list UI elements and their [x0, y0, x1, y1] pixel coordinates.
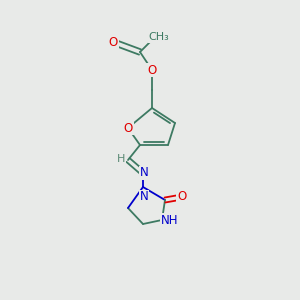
Text: O: O — [108, 35, 118, 49]
Text: O: O — [123, 122, 133, 134]
Text: CH₃: CH₃ — [148, 32, 170, 42]
Text: NH: NH — [161, 214, 179, 226]
Text: O: O — [177, 190, 187, 203]
Text: N: N — [140, 190, 148, 203]
Text: O: O — [147, 64, 157, 76]
Text: H: H — [117, 154, 125, 164]
Text: N: N — [140, 167, 148, 179]
